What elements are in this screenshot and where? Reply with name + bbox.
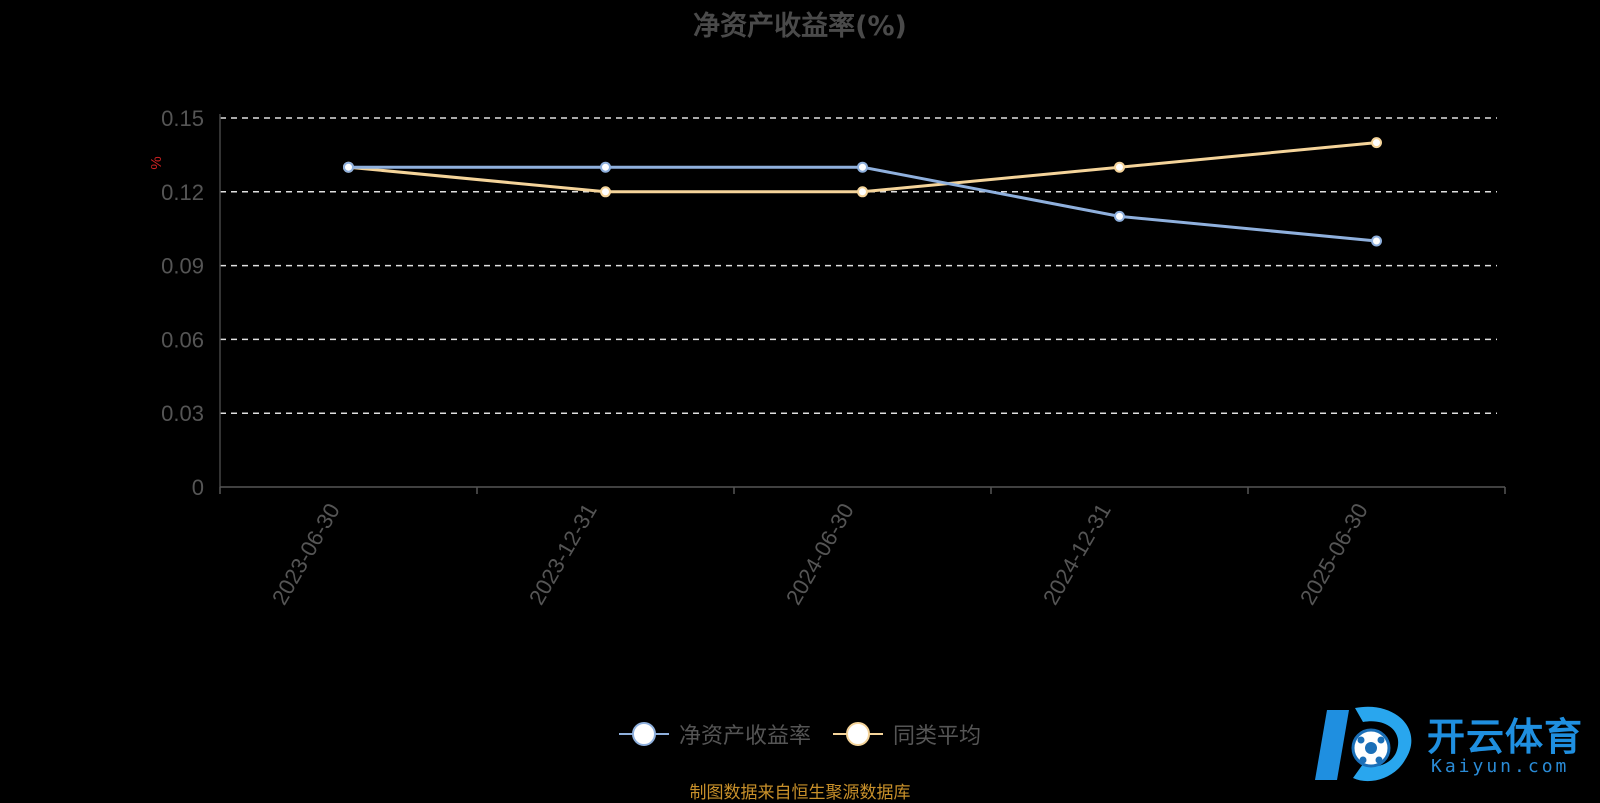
data-point: [1371, 137, 1382, 149]
data-point: [1114, 210, 1125, 222]
y-axis-label: %: [148, 156, 165, 169]
y-tick-label: 0: [192, 475, 204, 500]
legend-swatch-peer-average: [833, 722, 883, 746]
x-tick-label: 2025-06-30: [1295, 499, 1373, 609]
data-point: [600, 186, 611, 198]
legend-label-roe: 净资产收益率: [678, 724, 811, 749]
legend-swatch-roe: [618, 722, 669, 746]
data-point: [857, 186, 868, 198]
y-tick-label: 0.03: [161, 401, 204, 426]
data-point: [1114, 161, 1125, 173]
data-point: [343, 161, 354, 173]
x-tick-label: 2023-12-31: [524, 499, 602, 609]
y-tick-label: 0.06: [161, 327, 204, 352]
watermark-subtext: Kaiyun.com: [1431, 756, 1570, 777]
series: [343, 137, 1382, 247]
grid-lines: [220, 117, 1497, 414]
y-tick-label: 0.09: [161, 254, 204, 279]
data-point: [857, 161, 868, 173]
series-line: [348, 165, 1377, 243]
axes: 0 0.03 0.06 0.09 0.12 0.15 2023-06-30 2023-12-3…: [161, 106, 1506, 609]
chart-title: 净资产收益率(%): [693, 11, 907, 42]
data-point: [600, 161, 611, 173]
legend-label-peer-average: 同类平均: [893, 724, 982, 749]
x-tick-label: 2023-06-30: [267, 499, 345, 609]
watermark: 开云体育 Kaiyun.com: [1315, 700, 1600, 790]
x-tick-label: 2024-06-30: [781, 499, 859, 609]
data-point: [1371, 235, 1382, 247]
source-note: 制图数据来自恒生聚源数据库: [689, 783, 911, 803]
kaiyun-logo-icon: [1315, 706, 1412, 782]
x-tick-label: 2024-12-31: [1038, 499, 1116, 609]
watermark-text: 开云体育: [1427, 715, 1584, 759]
legend-item-roe[interactable]: 净资产收益率: [618, 718, 811, 750]
y-tick-label: 0.12: [161, 180, 204, 205]
y-tick-label: 0.15: [161, 106, 204, 131]
legend: 净资产收益率 同类平均: [0, 718, 1600, 750]
legend-item-peer-average[interactable]: 同类平均: [833, 718, 981, 750]
